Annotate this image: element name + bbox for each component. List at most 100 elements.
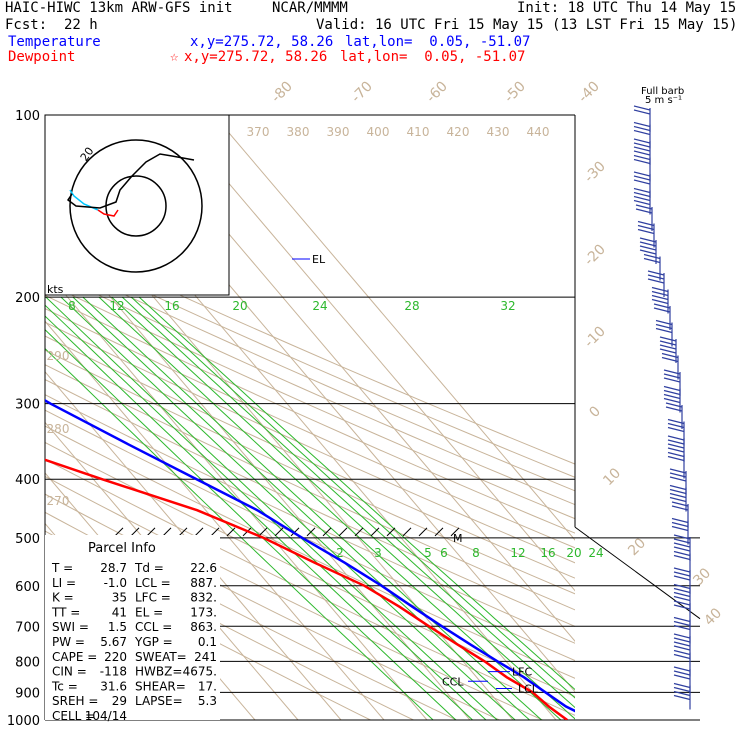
wind-barb-label: Full barb — [641, 86, 684, 97]
theta-label: 370 — [247, 125, 270, 139]
wind-barb-flag — [659, 344, 677, 350]
mixing-ratio-label: 16 — [164, 299, 179, 313]
mixing-ratio-label: 8 — [68, 299, 76, 313]
mixing-ratio-label: 2 — [336, 546, 344, 560]
wind-barb-flag — [633, 158, 651, 165]
theta-label: 430 — [487, 125, 510, 139]
isotherm-label: -70 — [348, 78, 375, 105]
parcel-row-value2: 17. — [198, 679, 217, 693]
theta-label: 380 — [287, 125, 310, 139]
wind-barb-flag — [635, 204, 653, 210]
dry-adiabat-line — [45, 378, 575, 627]
wind-barb-flag — [659, 336, 677, 342]
parcel-row-value: 41 — [112, 605, 127, 619]
isotherm-label: -40 — [575, 78, 602, 105]
wind-barb-flag — [667, 455, 685, 462]
parcel-row-label2: LFC = — [135, 591, 171, 605]
parcel-row-value: -118 — [100, 665, 127, 679]
wind-barb-flag — [673, 591, 691, 598]
wind-barb-flag — [673, 633, 691, 639]
parcel-row-value2: 4675. — [183, 665, 217, 679]
pressure-tick-label: 700 — [15, 620, 40, 635]
theta-label: 410 — [407, 125, 430, 139]
model-title: HAIC-HIWC 13km ARW-GFS init — [5, 0, 233, 16]
wind-barb-flag — [671, 525, 689, 532]
wind-barb-flag — [673, 587, 691, 594]
parcel-row-value2: 863. — [190, 620, 217, 634]
wind-barb-flag — [673, 637, 691, 643]
theta-label: 270 — [47, 494, 70, 508]
wind-barb-flag — [667, 418, 685, 425]
isotherm-line — [45, 320, 385, 720]
wind-barb-flag — [673, 567, 691, 573]
isotherm-line — [170, 115, 575, 592]
right-axis-slant — [574, 526, 701, 620]
wind-barb-flag — [633, 199, 651, 206]
mixing-ratio-label: 20 — [232, 299, 247, 313]
mixing-ratio-label: 28 — [404, 299, 419, 313]
melting-level-label: M — [453, 532, 463, 545]
wind-barb-flag — [673, 653, 691, 660]
wind-barb-flag — [639, 249, 657, 255]
wind-barb-flag — [661, 352, 679, 359]
dry-adiabat-line — [45, 256, 575, 492]
wind-barb-flag — [647, 270, 665, 276]
parcel-row-label2: LCL = — [135, 576, 171, 590]
wind-barb-flag — [667, 426, 685, 433]
pressure-tick-label: 1000 — [7, 714, 40, 729]
wind-barb-flag — [663, 373, 681, 379]
pressure-tick-label: 100 — [15, 109, 40, 124]
isotherm-line — [45, 370, 342, 720]
freezing-hatch — [386, 527, 396, 537]
parcel-info-box: Parcel Info T = 28.7 Td = 22.6 LI = -1.0 LCL =… — [45, 535, 220, 723]
dewpoint-profile — [45, 458, 568, 720]
pressure-tick-label: 600 — [15, 580, 40, 595]
pressure-tick-label: 800 — [15, 655, 40, 670]
mixing-ratio-label: 24 — [588, 546, 603, 560]
parcel-row-label: CAPE = — [52, 650, 97, 664]
wind-barb-flag — [663, 385, 681, 392]
parcel-row-label2: Td = — [134, 561, 164, 575]
mixing-ratio-label: 24 — [312, 299, 327, 313]
wind-barb-flag — [673, 595, 691, 602]
wind-barb-flag — [673, 690, 691, 697]
wind-barb-flag — [673, 546, 691, 552]
wind-barb-flag — [667, 443, 685, 449]
wind-barb-flag — [637, 228, 655, 235]
isotherm-label: 40 — [701, 605, 725, 629]
wind-barb-flag — [663, 369, 681, 375]
dewpoint-latlon: lat,lon= 0.05, -51.07 — [340, 49, 526, 65]
wind-barb-flag — [659, 340, 677, 346]
dry-adiabat-line — [45, 294, 575, 534]
dewpoint-star-icon: ☆ — [170, 49, 179, 65]
freezing-hatch — [274, 527, 284, 537]
ccl-label: CCL — [442, 675, 464, 688]
parcel-row-value2: 241 — [194, 650, 217, 664]
wind-barb-flag — [643, 253, 661, 260]
wind-barb-flag — [633, 142, 651, 148]
wind-barb-flag — [669, 468, 687, 474]
isotherm-label: -20 — [581, 241, 608, 268]
wind-barb-flag — [639, 237, 657, 243]
mixing-ratio-label: 3 — [374, 546, 382, 560]
el-label: EL — [312, 253, 326, 266]
wind-barb-flag — [673, 575, 691, 581]
wind-barb-flag — [667, 447, 685, 453]
wind-barb-flag — [673, 624, 691, 631]
wind-barb-unit: 5 m s⁻¹ — [645, 95, 682, 106]
wind-barb-flag — [633, 125, 651, 132]
parcel-row-value: 104/14 — [85, 709, 127, 723]
dry-adiabat-line — [45, 244, 575, 478]
parcel-row-value2: 22.6 — [190, 561, 217, 575]
wind-barb-flag — [673, 534, 691, 540]
hodograph-ring-outer — [69, 139, 203, 273]
wind-barb-flag — [673, 620, 691, 627]
dry-adiabat-line — [45, 321, 575, 564]
pressure-tick-label: 400 — [15, 473, 40, 488]
dry-adiabat-line — [45, 441, 575, 698]
dry-adiabat-line — [45, 232, 575, 465]
wind-barb-flag — [633, 191, 651, 198]
parcel-row-value: 31.6 — [100, 679, 127, 693]
dry-adiabat-line — [45, 394, 575, 644]
valid-time: Valid: 16 UTC Fri 15 May 15 (13 LST Fri … — [316, 17, 738, 33]
